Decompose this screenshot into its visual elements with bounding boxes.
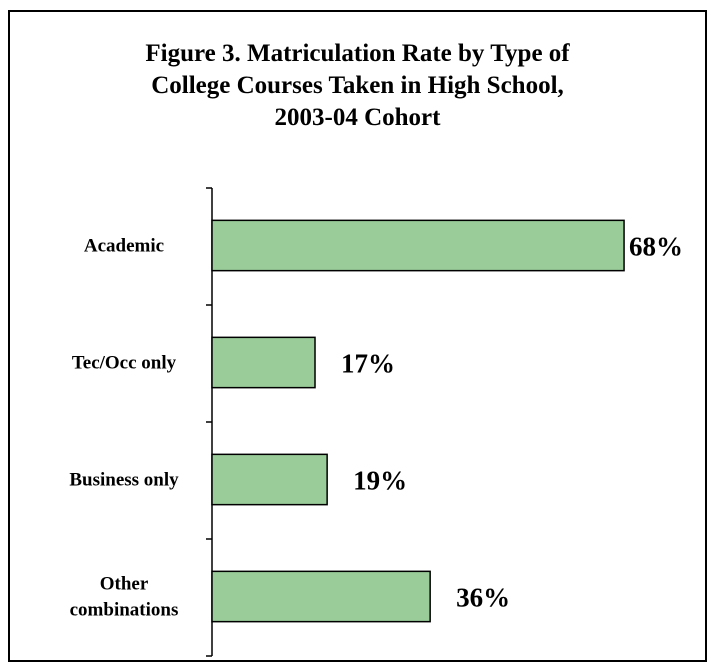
category-label: Tec/Occ only [72, 353, 177, 374]
bar [211, 336, 316, 389]
data-label: 68% [629, 232, 683, 262]
chart-title-line: 2003-04 Cohort [274, 104, 441, 131]
chart-frame: Figure 3. Matriculation Rate by Type of … [8, 10, 707, 662]
bar [211, 570, 431, 623]
category-label: Academic [84, 236, 164, 257]
category-label: combinations [70, 600, 179, 621]
data-label: 17% [341, 349, 395, 379]
bar [211, 453, 328, 506]
category-label: Other [100, 574, 149, 595]
category-label: Business only [69, 470, 179, 491]
chart-title-line: Figure 3. Matriculation Rate by Type of [145, 40, 570, 67]
bar [211, 219, 625, 272]
data-label: 19% [353, 466, 407, 496]
chart-title-line: College Courses Taken in High School, [151, 72, 564, 99]
chart-title: Figure 3. Matriculation Rate by Type of … [10, 38, 705, 134]
data-label: 36% [456, 583, 510, 613]
